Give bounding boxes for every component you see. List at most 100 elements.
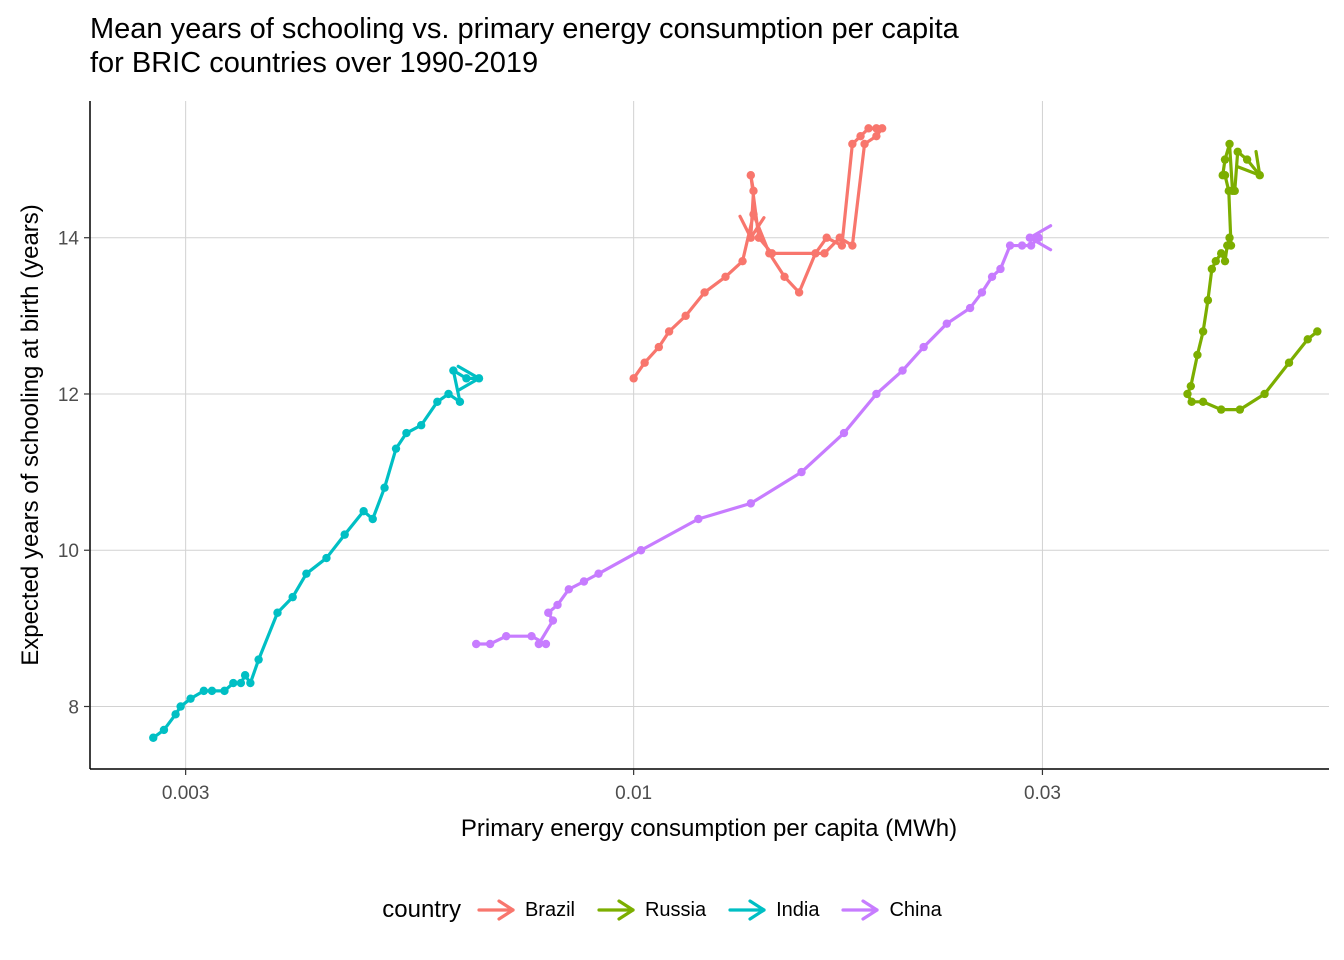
data-point-india [199, 686, 209, 696]
data-point-india [462, 374, 471, 383]
data-point-brazil [837, 241, 847, 250]
data-point-brazil [700, 288, 709, 297]
data-point-russia [1203, 296, 1213, 305]
data-point-russia [1216, 405, 1226, 414]
data-point-china [564, 585, 573, 594]
data-point-china [987, 272, 997, 281]
data-point-brazil [860, 139, 869, 149]
legend-item-india: India [726, 895, 819, 925]
data-point-brazil [820, 249, 829, 258]
data-point-india [433, 397, 442, 406]
legend-item-china: China [839, 895, 942, 925]
data-point-brazil [856, 131, 865, 141]
arrowhead-brazil [738, 214, 766, 240]
data-point-russia [1303, 335, 1312, 344]
data-point-brazil [877, 124, 887, 133]
data-point-brazil [811, 249, 820, 258]
series-line-brazil [632, 126, 884, 380]
series-russia [1183, 139, 1322, 414]
chart-title-line-1: Mean years of schooling vs. primary ener… [90, 13, 959, 45]
legend-items: Brazil Russia India China [475, 895, 962, 925]
data-point-brazil [681, 311, 690, 321]
x-tick-label: 0.003 [162, 783, 210, 804]
data-point-brazil [848, 241, 857, 250]
data-point-china [977, 288, 987, 297]
data-point-china [544, 608, 553, 617]
data-point-china [996, 264, 1005, 274]
gridlines [90, 101, 1329, 769]
tick-layer: 0.003 0.01 0.03 8 10 12 14 [58, 229, 1061, 804]
data-point-india [229, 678, 238, 688]
legend-key-russia [597, 899, 635, 921]
data-point-china [636, 546, 646, 555]
data-point-india [159, 725, 169, 735]
series-line-russia [1185, 142, 1319, 412]
y-tick-label: 12 [58, 385, 79, 406]
chart-title-line-2: for BRIC countries over 1990-2019 [90, 47, 539, 79]
data-point-brazil [822, 233, 831, 242]
data-point-india [176, 702, 185, 711]
data-point-russia [1225, 139, 1234, 149]
legend-label-china: China [889, 898, 942, 921]
data-point-india [449, 366, 458, 375]
data-point-india [254, 655, 263, 664]
data-point-china [1005, 241, 1015, 250]
data-point-brazil [721, 272, 730, 281]
data-point-india [417, 421, 426, 430]
data-point-russia [1260, 389, 1269, 399]
data-point-china [872, 389, 881, 399]
arrowhead-india [456, 364, 481, 392]
data-point-china [553, 600, 562, 610]
data-point-india [444, 389, 453, 399]
x-tick-label: 0.03 [1024, 783, 1061, 804]
data-point-russia [1235, 405, 1245, 414]
data-point-brazil [848, 139, 857, 149]
data-point-china [694, 514, 703, 524]
data-point-brazil [640, 358, 649, 367]
data-point-brazil [749, 210, 758, 219]
data-point-brazil [780, 272, 789, 281]
data-point-india [380, 483, 389, 492]
data-point-russia [1183, 389, 1192, 399]
legend-item-brazil: Brazil [475, 895, 575, 925]
data-point-brazil [629, 374, 638, 383]
data-point-india [288, 592, 297, 602]
series-india [149, 364, 484, 742]
data-point-russia [1242, 155, 1252, 164]
legend-key-china [841, 899, 880, 921]
legend-label-brazil: Brazil [524, 898, 575, 921]
data-point-russia [1230, 186, 1239, 196]
series-brazil [629, 124, 887, 383]
series-layer [149, 124, 1322, 742]
data-point-russia [1198, 327, 1208, 336]
data-point-india [359, 506, 368, 516]
data-point-brazil [664, 327, 674, 336]
data-point-russia [1211, 256, 1220, 266]
legend-label-russia: Russia [644, 898, 707, 921]
data-point-china [502, 631, 511, 641]
data-point-india [171, 710, 180, 719]
data-point-china [898, 366, 907, 375]
legend-key-brazil [477, 899, 515, 921]
series-line-china [474, 236, 1041, 646]
chart-plot: 0.003 0.01 0.03 8 10 12 14 Primary energy cons… [17, 101, 1329, 842]
chart-title: Mean years of schooling vs. primary ener… [90, 12, 959, 80]
data-point-india [273, 608, 282, 617]
legend-key-india [728, 899, 766, 921]
data-point-china [746, 499, 755, 508]
data-point-china [839, 428, 849, 438]
data-point-russia [1198, 397, 1208, 406]
data-point-china [797, 467, 806, 477]
data-point-russia [1313, 327, 1322, 336]
y-tick-label: 10 [58, 541, 79, 562]
data-point-brazil [794, 288, 804, 297]
data-point-russia [1220, 155, 1230, 164]
data-point-china [1017, 241, 1027, 250]
data-point-india [302, 569, 311, 578]
data-point-india [391, 444, 401, 453]
data-point-india [455, 397, 465, 406]
data-point-india [236, 678, 246, 688]
data-point-india [186, 694, 195, 703]
data-point-brazil [835, 233, 844, 242]
data-point-china [919, 342, 928, 352]
